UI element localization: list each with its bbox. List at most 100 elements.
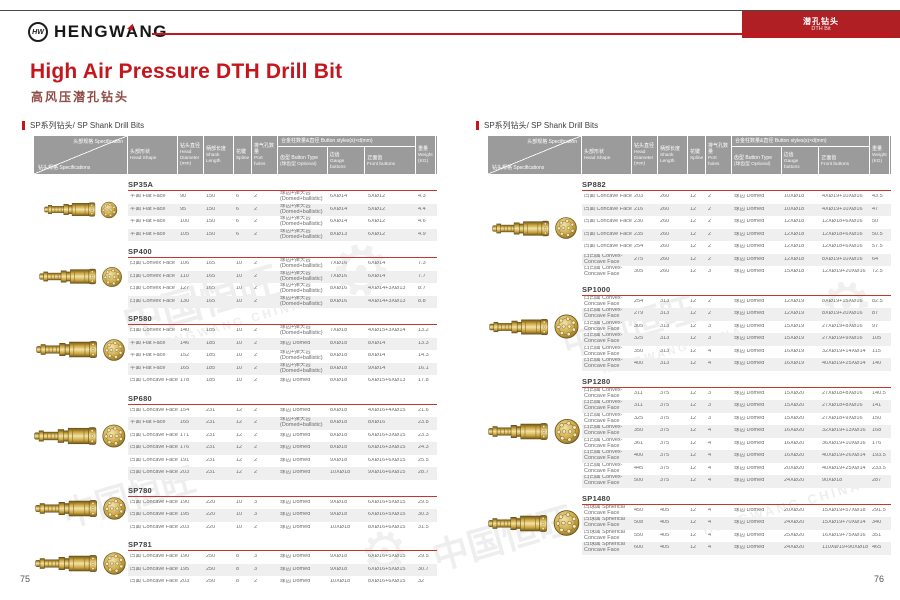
spec-cell-button-type: 球齿+弹头齿 (Domed+ballistic) xyxy=(280,295,323,307)
spec-cell-button-type: 球齿 Domed xyxy=(734,194,765,200)
spec-cell-spline: 10 xyxy=(236,261,243,267)
spec-cell-button-type: 球齿 Domed xyxy=(734,545,765,551)
spec-cell-diameter: 400 xyxy=(634,361,644,367)
spec-cell-front-buttons: 4XØ14+3XØ13 xyxy=(368,298,406,304)
spec-cell-spline: 12 xyxy=(236,445,243,451)
drill-bit-face-view xyxy=(102,424,126,447)
spec-cell-port-holes: 2 xyxy=(254,420,258,426)
spec-cell-button-type: 球齿 Domed xyxy=(734,440,765,446)
spec-cell-spline: 12 xyxy=(690,323,697,329)
spec-cell-port-holes: 2 xyxy=(708,311,712,317)
col-header-en: Spline xyxy=(690,155,704,161)
spec-cell-spline: 12 xyxy=(236,420,243,426)
spec-row: 凹面 Concave Face 254 260 12 2 球齿 Domed 12XØ18 12… xyxy=(582,241,891,254)
spec-cell-spline: 10 xyxy=(236,499,243,505)
catalog-page-right: SP系列钻头/ SP Shank Drill Bits 头部规格 Specifi… xyxy=(466,118,898,555)
button-group-header: 合金柱数量&直径 Button styles(s)×d(mm) 齿型 Button… xyxy=(732,136,870,174)
spec-cell-port-holes: 2 xyxy=(708,231,712,237)
spec-cell-gauge-buttons: 8XØ16 xyxy=(330,286,348,292)
spec-cell-button-type: 球齿+弹头齿 (Domed+ballistic) xyxy=(280,325,323,337)
model-block-body: SP680 凹面 Concave Face 154 231 12 2 球齿 Domed 8XØ… xyxy=(128,392,437,480)
spec-cell-port-holes: 3 xyxy=(708,323,712,329)
diag-top-label: 头部规格 Specification xyxy=(73,139,123,145)
col-header-weight: 重量 Weight (KG) xyxy=(416,136,436,174)
spec-cell-shank-length: 231 xyxy=(206,470,216,476)
spec-cell-front-buttons: 8XØ16+6XØ15 xyxy=(368,579,406,585)
spec-cell-front-buttons: 36XØ19+10XØ16 xyxy=(822,440,866,446)
spec-cell-gauge-buttons: 8XØ13 xyxy=(330,231,348,237)
spec-cell-face: 平面 Flat Face xyxy=(130,231,166,237)
spec-cell-front-buttons: 6XØ16+6XØ15 xyxy=(368,457,406,463)
spec-cell-port-holes: 2 xyxy=(254,353,258,359)
spec-cell-port-holes: 4 xyxy=(708,428,712,434)
spec-cell-shank-length: 313 xyxy=(660,298,670,304)
spec-cell-front-buttons: 40XØ19+25XØ14 xyxy=(822,361,866,367)
spec-cell-front-buttons: 4XØ19+10XØ16 xyxy=(822,206,863,212)
spec-row: 凸凹面 Convex-Concave Face 279 313 12 2 球齿 Domed… xyxy=(582,308,891,321)
col-header-zh: 花键 xyxy=(236,149,247,155)
spec-cell-shank-length: 375 xyxy=(660,478,670,484)
spec-cell-front-buttons: 6XØ15+6XØ13 xyxy=(368,378,406,384)
spec-cell-gauge-buttons: 10XØ18 xyxy=(784,194,805,200)
model-label: SP882 xyxy=(582,178,891,191)
spec-cell-port-holes: 2 xyxy=(254,432,258,438)
spec-row: 凸凹面 Convex-Concave Face 400 375 12 4 球齿 Domed… xyxy=(582,450,891,463)
spec-cell-face: 凹面 Concave Face xyxy=(584,206,632,212)
spec-cell-weight: 140.5 xyxy=(872,390,886,396)
spec-table: 头部规格 Specification 钻头规格 Specifications 头部形… xyxy=(488,136,891,555)
spec-cell-front-buttons: 5XØ12 xyxy=(368,194,386,200)
col-header-en: Front buttons xyxy=(821,160,850,167)
spec-cell-button-type: 球齿 Domed xyxy=(734,415,765,421)
spec-cell-spline: 12 xyxy=(690,545,697,551)
spec-cell-shank-length: 260 xyxy=(660,269,670,275)
spec-cell-shank-length: 250 xyxy=(206,554,216,560)
spec-cell-weight: 23.8 xyxy=(418,420,429,426)
spec-cell-button-type: 球齿+弹头齿 (Domed+ballistic) xyxy=(280,270,323,282)
spec-cell-face: 凸凹面 Convex-Concave Face xyxy=(584,437,623,449)
model-block-body: SP580 凸面 Convex Face 140 185 10 2 球齿+弹头齿 (Dome… xyxy=(128,312,437,388)
spec-cell-gauge-buttons: 24XØ20 xyxy=(784,545,805,551)
spec-cell-shank-length: 185 xyxy=(206,365,216,371)
spec-cell-port-holes: 2 xyxy=(708,206,712,212)
spec-row: 平面 Flat Face 165 185 10 2 球齿+弹头齿 (Domed+balli… xyxy=(128,362,437,375)
spec-cell-shank-length: 375 xyxy=(660,440,670,446)
col-header-zh: 排气孔数量 xyxy=(254,143,275,155)
spec-cell-gauge-buttons: 8XØ18 xyxy=(330,420,348,426)
col-header-en: Spline xyxy=(236,155,250,161)
spec-cell-face: 凹面 Concave Face xyxy=(584,231,632,237)
spec-row: 凸面 Convex Face 106 165 10 2 球齿+弹头齿 (Domed+bal… xyxy=(128,258,437,271)
col-header-zh: 头部形状 xyxy=(584,149,605,155)
table-header-row: 头部规格 Specification 钻头规格 Specifications 头部形… xyxy=(488,136,891,174)
spec-cell-gauge-buttons: 10XØ18 xyxy=(330,579,351,585)
spec-cell-diameter: 165 xyxy=(180,420,190,426)
page-title: High Air Pressure DTH Drill Bit xyxy=(30,60,343,83)
model-block: SP1280 凸凹面 Convex-Concave Face 311 375 12 3 球齿… xyxy=(488,375,891,488)
spec-cell-port-holes: 3 xyxy=(254,566,258,572)
spec-cell-diameter: 445 xyxy=(634,465,644,471)
spec-cell-port-holes: 3 xyxy=(708,336,712,342)
col-header-zh: 排气孔数量 xyxy=(708,143,729,155)
spec-cell-button-type: 球齿 Domed xyxy=(280,554,311,560)
spec-cell-face: 凹球面 Spherical Concave Face xyxy=(584,517,625,529)
spec-cell-front-buttons: 110XØ19+90XØ18 xyxy=(822,545,869,551)
spec-cell-shank-length: 260 xyxy=(660,256,670,262)
spec-cell-button-type: 球齿+弹头齿 (Domed+ballistic) xyxy=(280,417,323,429)
spec-cell-port-holes: 3 xyxy=(254,554,258,560)
spec-cell-spline: 10 xyxy=(236,286,243,292)
spec-cell-button-type: 球齿 Domed xyxy=(734,465,765,471)
spec-cell-face: 凹面 Concave Face xyxy=(584,219,632,225)
spec-cell-face: 凸凹面 Convex-Concave Face xyxy=(584,333,623,345)
spec-cell-weight: 64 xyxy=(872,256,879,262)
spec-cell-button-type: 球齿+弹头齿 (Domed+ballistic) xyxy=(280,283,323,295)
spec-cell-gauge-buttons: 16XØ19 xyxy=(784,361,805,367)
spec-cell-weight: 50 xyxy=(872,219,879,225)
spec-cell-port-holes: 3 xyxy=(708,390,712,396)
spec-cell-weight: 141 xyxy=(872,403,882,409)
spec-cell-shank-length: 405 xyxy=(660,532,670,538)
spec-cell-shank-length: 313 xyxy=(660,348,670,354)
spec-row: 平面 Flat Face 100 150 6 2 球齿+弹头齿 (Domed+ballis… xyxy=(128,216,437,229)
spec-row: 平面 Flat Face 95 150 6 2 球齿+弹头齿 (Domed+ballist… xyxy=(128,203,437,216)
section-label-text: SP系列钻头/ SP Shank Drill Bits xyxy=(484,120,599,130)
spec-cell-button-type: 球齿 Domed xyxy=(280,499,311,505)
spec-cell-button-type: 球齿 Domed xyxy=(280,407,311,413)
